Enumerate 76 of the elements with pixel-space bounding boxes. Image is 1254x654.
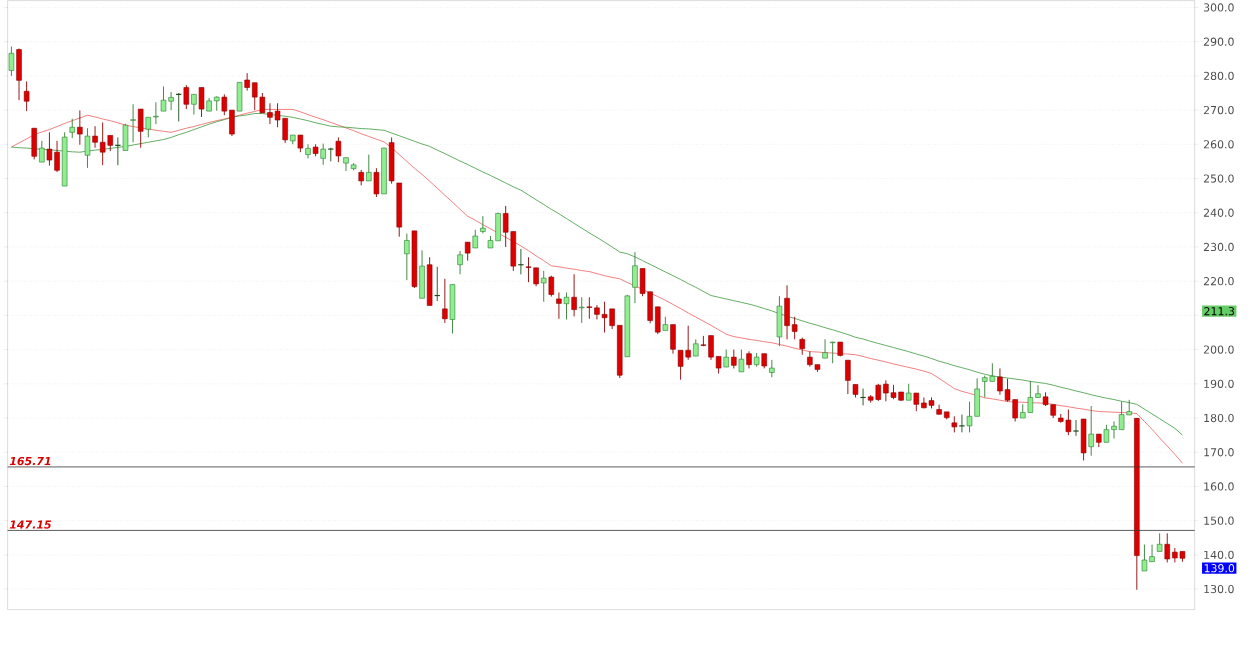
candlestick: [229, 109, 235, 137]
candlestick: [791, 316, 798, 340]
candlestick: [563, 291, 570, 320]
candlestick: [472, 229, 478, 249]
candlestick: [480, 215, 486, 234]
candlestick: [1088, 405, 1094, 457]
candlestick: [404, 233, 410, 281]
candlestick: [442, 278, 448, 324]
y-tick-label: 290.0: [1203, 37, 1234, 46]
text: 211.3: [1204, 307, 1235, 316]
candlestick: [153, 101, 159, 125]
candlestick: [8, 45, 15, 77]
candlestick: [845, 359, 851, 395]
candlestick: [69, 118, 75, 139]
ref-line-label: 147.15: [9, 520, 52, 529]
candlestick: [731, 349, 737, 369]
candlestick: [556, 291, 562, 320]
candlestick: [198, 87, 205, 118]
y-tick-label: 230.0: [1203, 242, 1234, 252]
candlestick: [1035, 384, 1041, 398]
candlestick: [221, 93, 228, 116]
y-tick-label: 270.0: [1203, 105, 1234, 115]
candlestick: [327, 147, 335, 162]
y-tick-label: 190.0: [1204, 379, 1234, 388]
y-tick-label: 280.0: [1203, 71, 1234, 80]
candlestick: [464, 241, 471, 262]
candlestick: [23, 80, 30, 112]
candlestick: [859, 388, 867, 406]
candlestick: [84, 127, 91, 169]
y-tick-label: 300.0: [1203, 3, 1234, 12]
candlestick: [1156, 532, 1163, 552]
y-tick-label: 240.0: [1203, 208, 1234, 217]
candlestick: [114, 136, 122, 166]
candlestick: [320, 143, 326, 166]
candlestick: [130, 103, 136, 143]
candlestick: [39, 140, 45, 163]
candlestick: [578, 296, 585, 324]
y-tick-label: 150.0: [1204, 516, 1234, 525]
candlestick: [366, 154, 372, 182]
candlestick: [244, 72, 250, 91]
candlestick: [373, 167, 380, 198]
y-tick-label: 250.0: [1203, 174, 1234, 183]
text: 139.0: [1204, 564, 1235, 573]
candlestick: [137, 108, 144, 149]
candlestick: [343, 157, 349, 172]
candlestick: [191, 93, 197, 115]
y-tick-label: 160.0: [1204, 482, 1234, 491]
candlestick: [822, 338, 828, 359]
y-tick-label: 140.0: [1204, 550, 1234, 559]
candlestick: [92, 125, 98, 149]
y-tick-label: 180.0: [1204, 413, 1234, 423]
candlestick: [1164, 532, 1170, 563]
y-tick-label: 130.0: [1204, 584, 1234, 594]
y-tick-label: 220.0: [1203, 276, 1234, 286]
candlestick: [913, 392, 920, 412]
y-tick-label: 170.0: [1204, 448, 1234, 457]
candlestick: [457, 250, 463, 275]
candlestick: [1072, 419, 1080, 437]
candlestick: [958, 414, 966, 433]
candlestick: [183, 84, 190, 110]
candlestick: [540, 270, 547, 303]
ref-line-label: 165.71: [9, 456, 51, 466]
candlestick: [517, 248, 525, 275]
candlestick: [632, 251, 638, 304]
candlestick: [586, 296, 593, 320]
candlestick: [1111, 420, 1117, 439]
candlestick: [305, 143, 311, 159]
candlestick: [77, 109, 83, 146]
candlestick: [708, 335, 714, 361]
y-tick-label: 260.0: [1203, 140, 1234, 149]
candlestick: [829, 341, 836, 364]
y-tick-label: 200.0: [1203, 345, 1234, 354]
candlestick: [335, 136, 342, 163]
candlestick: [738, 349, 745, 373]
candlestick: [145, 116, 152, 138]
candlestick: [571, 273, 577, 317]
